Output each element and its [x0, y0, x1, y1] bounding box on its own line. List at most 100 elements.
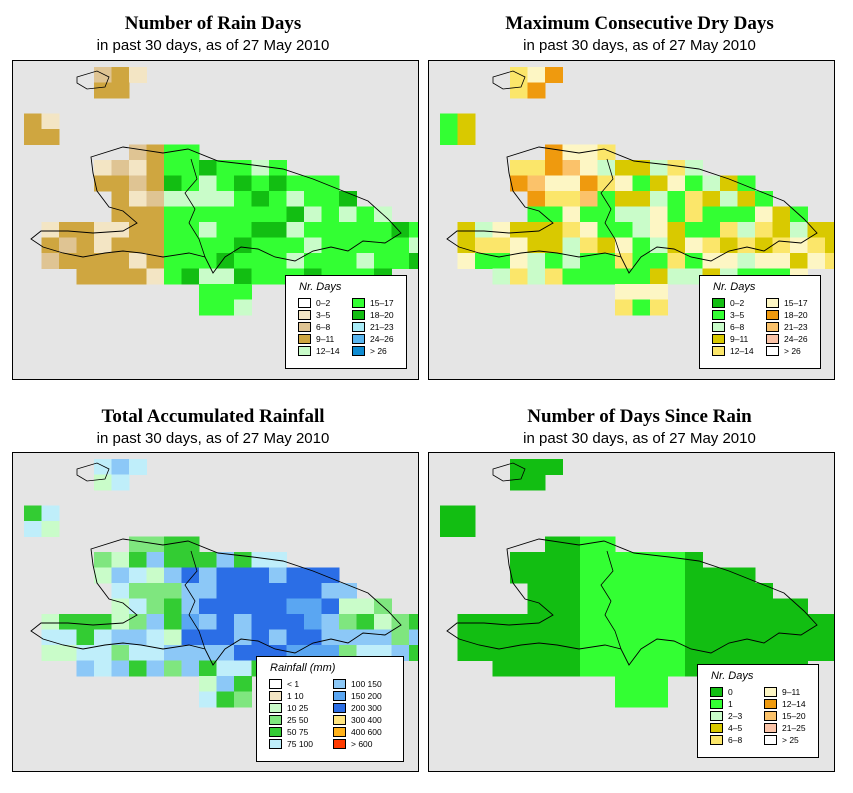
grid-cell [755, 614, 773, 630]
grid-cell [164, 552, 182, 568]
grid-cell [650, 629, 668, 646]
grid-cell [251, 222, 270, 238]
grid-cell [164, 160, 182, 176]
grid-cell [562, 583, 581, 599]
grid-cell [129, 598, 147, 615]
grid-cell [545, 175, 563, 192]
legend-swatch [712, 322, 725, 332]
grid-cell [269, 237, 287, 254]
grid-cell [94, 160, 112, 176]
grid-cell [269, 629, 287, 646]
grid-cell [632, 175, 651, 192]
grid-cell [527, 459, 546, 475]
grid-cell [597, 253, 616, 269]
grid-cell [76, 660, 95, 677]
grid-cell [510, 474, 528, 491]
grid-cell [667, 598, 686, 615]
legend-label: 15–20 [782, 711, 806, 721]
grid-cell [234, 237, 252, 254]
grid-cell [492, 237, 511, 254]
grid-cell [41, 129, 60, 145]
grid-cell [632, 567, 651, 584]
grid-cell [129, 175, 147, 192]
legend-swatch [766, 298, 779, 308]
grid-cell [737, 253, 756, 269]
grid-cell [111, 614, 130, 630]
grid-cell [632, 583, 651, 599]
grid-cell [527, 237, 546, 254]
legend-swatch [764, 723, 777, 733]
grid-cell [580, 598, 598, 615]
grid-cell [181, 222, 200, 238]
grid-cell [321, 583, 340, 599]
grid-cell [615, 253, 633, 269]
legend-label: 3–5 [316, 310, 331, 320]
legend-title: Nr. Days [711, 670, 754, 682]
grid-cell [321, 222, 340, 238]
grid-cell [650, 691, 668, 708]
legend-swatch [333, 679, 346, 689]
grid-cell [304, 567, 322, 584]
grid-cell [510, 660, 528, 677]
grid-cell [216, 160, 235, 176]
grid-cell [129, 629, 147, 646]
grid-cell [510, 222, 528, 238]
grid-cell [94, 253, 112, 269]
grid-cell [545, 598, 563, 615]
grid-cell [181, 567, 200, 584]
grid-cell [111, 237, 130, 254]
grid-cell [234, 614, 252, 630]
country-border-line [184, 550, 206, 650]
grid-cell [720, 222, 738, 238]
legend-label: 150 200 [351, 691, 382, 701]
grid-cell [667, 614, 686, 630]
grid-cell [164, 660, 182, 677]
grid-cell [510, 82, 528, 99]
grid-cell [129, 144, 147, 161]
grid-cell [164, 598, 182, 615]
grid-cell [772, 598, 791, 615]
grid-cell [111, 82, 130, 99]
grid-cell [597, 237, 616, 254]
map-legend: Rainfall (mm) < 1 1 10 10 25 25 50 50 75 75 1… [256, 656, 404, 762]
grid-cell [580, 629, 598, 646]
grid-cell [632, 552, 651, 568]
map-frame: Rainfall (mm) < 1 1 10 10 25 25 50 50 75 75 1… [12, 452, 419, 772]
grid-cell [632, 284, 651, 300]
grid-cell [492, 629, 511, 646]
grid-cell [111, 598, 130, 615]
grid-cell [374, 614, 392, 630]
grid-cell [391, 614, 410, 630]
grid-cell [181, 206, 200, 223]
legend-swatch [766, 310, 779, 320]
grid-cell [440, 521, 458, 537]
grid-cell [41, 645, 60, 661]
panel-title: Number of Days Since Rain [527, 406, 752, 427]
grid-cell [825, 645, 834, 661]
grid-cell [685, 191, 703, 207]
legend-swatch [712, 310, 725, 320]
legend-swatch [710, 687, 723, 697]
grid-cell [146, 268, 165, 285]
grid-cell [304, 598, 322, 615]
grid-cell [667, 583, 686, 599]
grid-cell [597, 598, 616, 615]
legend-label: 24–26 [370, 334, 394, 344]
grid-cell [615, 299, 633, 316]
legend-label: 300 400 [351, 715, 382, 725]
grid-cell [164, 206, 182, 223]
grid-cell [199, 567, 217, 584]
grid-cell [59, 253, 77, 269]
grid-cell [457, 222, 476, 238]
grid-cell [146, 222, 165, 238]
grid-cell [597, 552, 616, 568]
grid-cell [615, 676, 633, 692]
grid-cell [199, 629, 217, 646]
grid-cell [615, 645, 633, 661]
legend-label: 18–20 [784, 310, 808, 320]
grid-cell [41, 222, 60, 238]
panel-title: Total Accumulated Rainfall [101, 406, 325, 427]
grid-cell [59, 645, 77, 661]
legend-swatch [298, 298, 311, 308]
grid-cell [702, 222, 721, 238]
